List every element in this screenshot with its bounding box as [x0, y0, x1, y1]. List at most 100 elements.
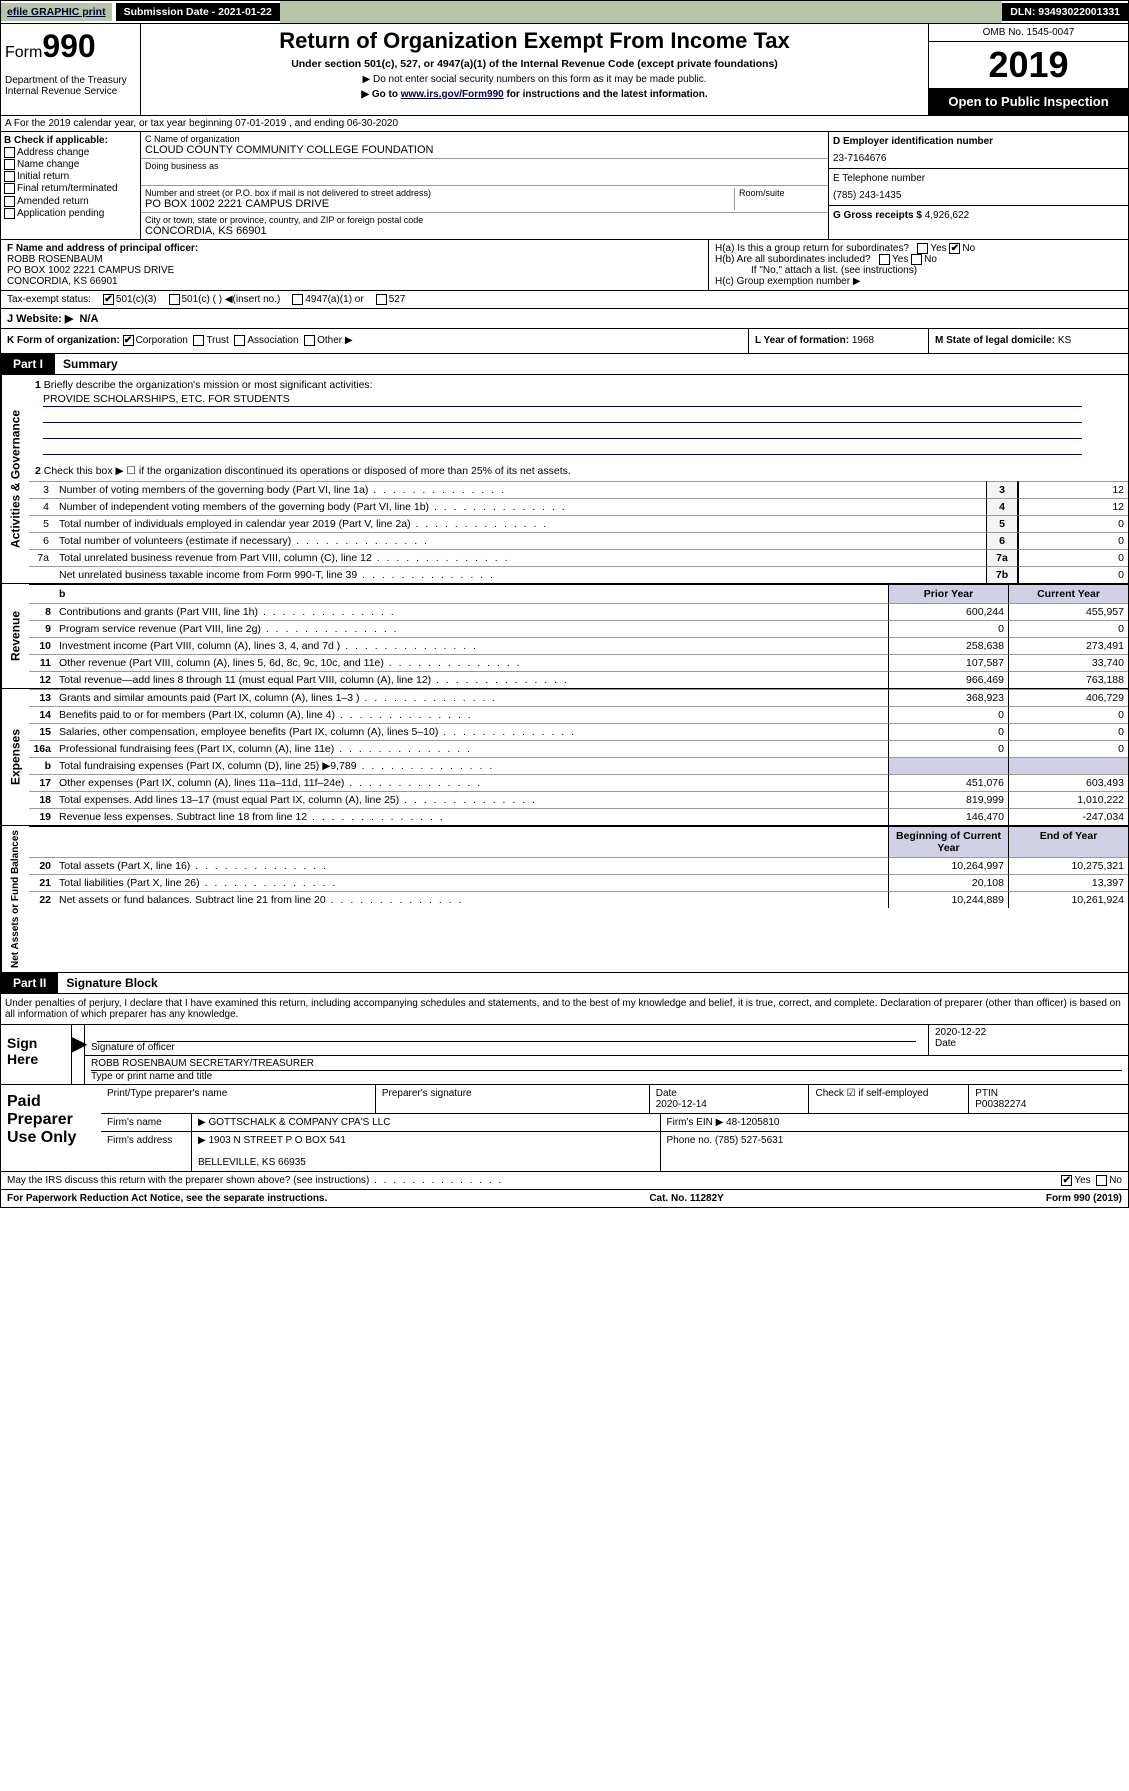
net-table-header: Beginning of Current YearEnd of Year — [29, 826, 1128, 857]
cb-final-return[interactable]: Final return/terminated — [4, 183, 137, 194]
side-revenue: Revenue — [1, 584, 29, 688]
sign-arrow-icon: ▶ — [71, 1025, 85, 1084]
firm-name-label: Firm's name — [101, 1114, 191, 1131]
section-c: C Name of organizationCLOUD COUNTY COMMU… — [141, 132, 828, 239]
cb-501c3[interactable]: ✔501(c)(3) — [103, 294, 157, 305]
topbar-spacer — [280, 1, 1002, 23]
firm-phone: Phone no. (785) 527-5631 — [660, 1132, 1129, 1171]
cb-name-change[interactable]: Name change — [4, 159, 137, 170]
section-l: L Year of formation: 1968 — [748, 329, 928, 352]
irs-link[interactable]: www.irs.gov/Form990 — [401, 89, 504, 100]
firm-ein: Firm's EIN ▶ 48-1205810 — [660, 1114, 1129, 1131]
cb-4947[interactable]: 4947(a)(1) or — [292, 294, 363, 305]
part-ii-title: Signature Block — [58, 973, 165, 993]
section-f: F Name and address of principal officer:… — [1, 240, 708, 290]
q1-label: Briefly describe the organization's miss… — [44, 379, 373, 391]
firm-name: ▶ GOTTSCHALK & COMPANY CPA'S LLC — [191, 1114, 660, 1131]
footer-left: For Paperwork Reduction Act Notice, see … — [7, 1193, 327, 1204]
side-expenses: Expenses — [1, 689, 29, 825]
website-value: N/A — [79, 313, 98, 325]
ein-label: D Employer identification number — [833, 136, 993, 147]
addr-label: Number and street (or P.O. box if mail i… — [145, 188, 734, 198]
discuss-row: May the IRS discuss this return with the… — [0, 1172, 1129, 1190]
sub-date-button[interactable]: Submission Date - 2021-01-22 — [116, 3, 280, 21]
street-address: PO BOX 1002 2221 CAMPUS DRIVE — [145, 198, 734, 210]
cb-app-pending[interactable]: Application pending — [4, 208, 137, 219]
row-website: J Website: ▶ N/A — [0, 309, 1129, 329]
form-title: Return of Organization Exempt From Incom… — [145, 28, 924, 54]
side-governance: Activities & Governance — [1, 375, 29, 583]
footer: For Paperwork Reduction Act Notice, see … — [0, 1190, 1129, 1208]
section-b: B Check if applicable: Address change Na… — [1, 132, 141, 239]
h-note: If "No," attach a list. (see instruction… — [751, 265, 1122, 276]
officer-print-label: Type or print name and title — [91, 1071, 212, 1082]
mission-text: PROVIDE SCHOLARSHIPS, ETC. FOR STUDENTS — [43, 393, 1082, 407]
prep-name-label: Print/Type preparer's name — [101, 1085, 375, 1113]
footer-right: Form 990 (2019) — [1046, 1193, 1122, 1204]
signature-label: Signature of officer — [91, 1042, 175, 1053]
form-goto: ▶ Go to www.irs.gov/Form990 for instruct… — [145, 89, 924, 100]
section-h: H(a) Is this a group return for subordin… — [708, 240, 1128, 290]
cb-amended-return[interactable]: Amended return — [4, 196, 137, 207]
ha-label: H(a) Is this a group return for subordin… — [715, 243, 909, 254]
hb-label: H(b) Are all subordinates included? — [715, 254, 871, 265]
cb-527[interactable]: 527 — [376, 294, 406, 305]
city-state-zip: CONCORDIA, KS 66901 — [145, 225, 824, 237]
prep-self-employed: Check ☑ if self-employed — [808, 1085, 968, 1113]
phone-value: (785) 243-1435 — [833, 190, 1124, 201]
c-name-label: C Name of organization — [145, 134, 824, 144]
section-k: K Form of organization: ✔Corporation Tru… — [1, 329, 748, 352]
sign-here-label: Sign Here — [1, 1025, 71, 1084]
form-subtitle: Under section 501(c), 527, or 4947(a)(1)… — [145, 58, 924, 70]
prep-date: Date2020-12-14 — [649, 1085, 809, 1113]
tax-status-label: Tax-exempt status: — [7, 294, 91, 305]
ptin: PTINP00382274 — [968, 1085, 1128, 1113]
dept-label: Department of the Treasury Internal Reve… — [5, 75, 136, 97]
paid-preparer-block: Paid Preparer Use Only Print/Type prepar… — [0, 1085, 1129, 1172]
topbar: efile GRAPHIC print Submission Date - 20… — [0, 0, 1129, 24]
discuss-no[interactable]: No — [1096, 1175, 1122, 1186]
cb-initial-return[interactable]: Initial return — [4, 171, 137, 182]
org-name: CLOUD COUNTY COMMUNITY COLLEGE FOUNDATIO… — [145, 144, 824, 156]
city-label: City or town, state or province, country… — [145, 215, 824, 225]
sign-here-block: Sign Here ▶ Signature of officer 2020-12-… — [0, 1025, 1129, 1085]
phone-label: E Telephone number — [833, 173, 925, 184]
form-note-ssn: ▶ Do not enter social security numbers o… — [145, 74, 924, 85]
gross-label: G Gross receipts $ — [833, 210, 922, 221]
b-label: B Check if applicable: — [4, 135, 108, 146]
gross-value: 4,926,622 — [925, 210, 970, 221]
officer-addr1: PO BOX 1002 2221 CAMPUS DRIVE — [7, 265, 174, 276]
discuss-yes[interactable]: ✔Yes — [1061, 1175, 1090, 1186]
form-number: Form990 — [5, 28, 136, 65]
discuss-text: May the IRS discuss this return with the… — [7, 1175, 503, 1186]
part-i-tab: Part I — [1, 354, 55, 374]
sign-date-label: Date — [935, 1038, 956, 1049]
firm-address: ▶ 1903 N STREET P O BOX 541BELLEVILLE, K… — [191, 1132, 660, 1171]
part-i-header: Part I Summary — [0, 354, 1129, 375]
sign-date: 2020-12-22 — [935, 1027, 986, 1038]
omb-number: OMB No. 1545-0047 — [929, 24, 1128, 42]
section-deg: D Employer identification number23-71646… — [828, 132, 1128, 239]
efile-link[interactable]: efile GRAPHIC print — [1, 3, 112, 21]
section-m: M State of legal domicile: KS — [928, 329, 1128, 352]
officer-name: ROBB ROSENBAUM — [7, 254, 103, 265]
paid-preparer-label: Paid Preparer Use Only — [1, 1085, 101, 1171]
officer-print-name: ROBB ROSENBAUM SECRETARY/TREASURER — [91, 1058, 1122, 1071]
dln-label: DLN: 93493022001331 — [1002, 3, 1128, 21]
prep-sig-label: Preparer's signature — [375, 1085, 649, 1113]
open-to-public: Open to Public Inspection — [929, 88, 1128, 115]
tax-year: 2019 — [929, 42, 1128, 88]
officer-addr2: CONCORDIA, KS 66901 — [7, 276, 118, 287]
cb-address-change[interactable]: Address change — [4, 147, 137, 158]
dba-label: Doing business as — [145, 161, 824, 171]
rev-table-header: bPrior YearCurrent Year — [29, 584, 1128, 603]
row-a-period: A For the 2019 calendar year, or tax yea… — [0, 116, 1129, 132]
part-ii-header: Part II Signature Block — [0, 973, 1129, 994]
hc-label: H(c) Group exemption number ▶ — [715, 276, 1122, 287]
form-header: Form990 Department of the Treasury Inter… — [0, 24, 1129, 116]
cb-501c[interactable]: 501(c) ( ) ◀(insert no.) — [169, 294, 281, 305]
part-i-title: Summary — [55, 354, 126, 374]
officer-label: F Name and address of principal officer: — [7, 243, 198, 254]
firm-addr-label: Firm's address — [101, 1132, 191, 1171]
room-label: Room/suite — [739, 188, 824, 198]
